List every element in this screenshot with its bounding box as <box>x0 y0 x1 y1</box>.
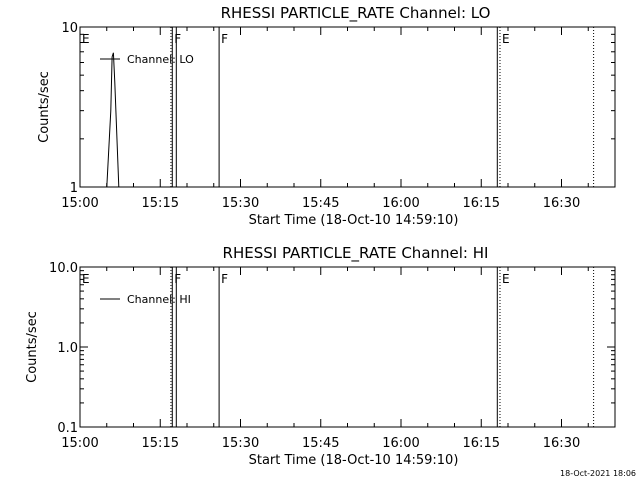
panel2-y-axis-label: Counts/sec <box>25 311 40 383</box>
panel2-event-marker-label: E <box>502 272 510 286</box>
panel2-y-tick-label: 1.0 <box>57 341 78 356</box>
panel1-event-marker-label: E <box>82 32 90 46</box>
panel1-y-tick-label: 1 <box>70 181 78 196</box>
panel2-x-tick-label: 15:00 <box>61 436 98 451</box>
panel1-x-tick-label: 16:15 <box>463 196 500 211</box>
panel1-x-tick-label: 15:30 <box>222 196 259 211</box>
panel2-x-tick-label: 15:15 <box>142 436 179 451</box>
panel2-legend-label: Channel: HI <box>127 293 191 306</box>
panel2-x-tick-label: 16:30 <box>543 436 580 451</box>
panel2-x-tick-label: 15:45 <box>302 436 339 451</box>
panel2-chart-title: RHESSI PARTICLE_RATE Channel: HI <box>223 244 489 263</box>
panel1-series-line <box>106 52 120 188</box>
panel2-y-tick-label: 10.0 <box>49 261 78 276</box>
panel1-event-marker-label: E <box>502 32 510 46</box>
panel1-event-marker-label: F <box>221 32 228 46</box>
panel1-legend-label: Channel: LO <box>127 53 194 66</box>
panel1-x-tick-label: 15:15 <box>142 196 179 211</box>
panel2-x-axis-label: Start Time (18-Oct-10 14:59:10) <box>249 453 459 468</box>
panel2-event-marker-label: F <box>221 272 228 286</box>
timestamp-footer: 18-Oct-2021 18:06 <box>560 469 636 478</box>
panel1-chart-title: RHESSI PARTICLE_RATE Channel: LO <box>221 4 491 23</box>
panel2-event-marker-label: E <box>82 272 90 286</box>
panel1-y-axis-label: Counts/sec <box>37 71 52 143</box>
panel2-plot-frame <box>79 266 616 428</box>
panel2-event-marker-label: F <box>174 272 181 286</box>
panel2-x-tick-label: 15:30 <box>222 436 259 451</box>
panel2-x-tick-label: 16:00 <box>382 436 419 451</box>
panel1-x-tick-label: 15:00 <box>61 196 98 211</box>
panel1-y-tick-label: 10 <box>61 21 78 36</box>
panel1-plot-frame <box>79 26 616 188</box>
panel2-x-tick-label: 16:15 <box>463 436 500 451</box>
panel1-x-tick-label: 15:45 <box>302 196 339 211</box>
panel2-y-tick-label: 0.1 <box>57 421 78 436</box>
panel1-event-marker-label: F <box>174 32 181 46</box>
panel1-x-tick-label: 16:00 <box>382 196 419 211</box>
panel1-x-axis-label: Start Time (18-Oct-10 14:59:10) <box>249 213 459 228</box>
panel1-x-tick-label: 16:30 <box>543 196 580 211</box>
